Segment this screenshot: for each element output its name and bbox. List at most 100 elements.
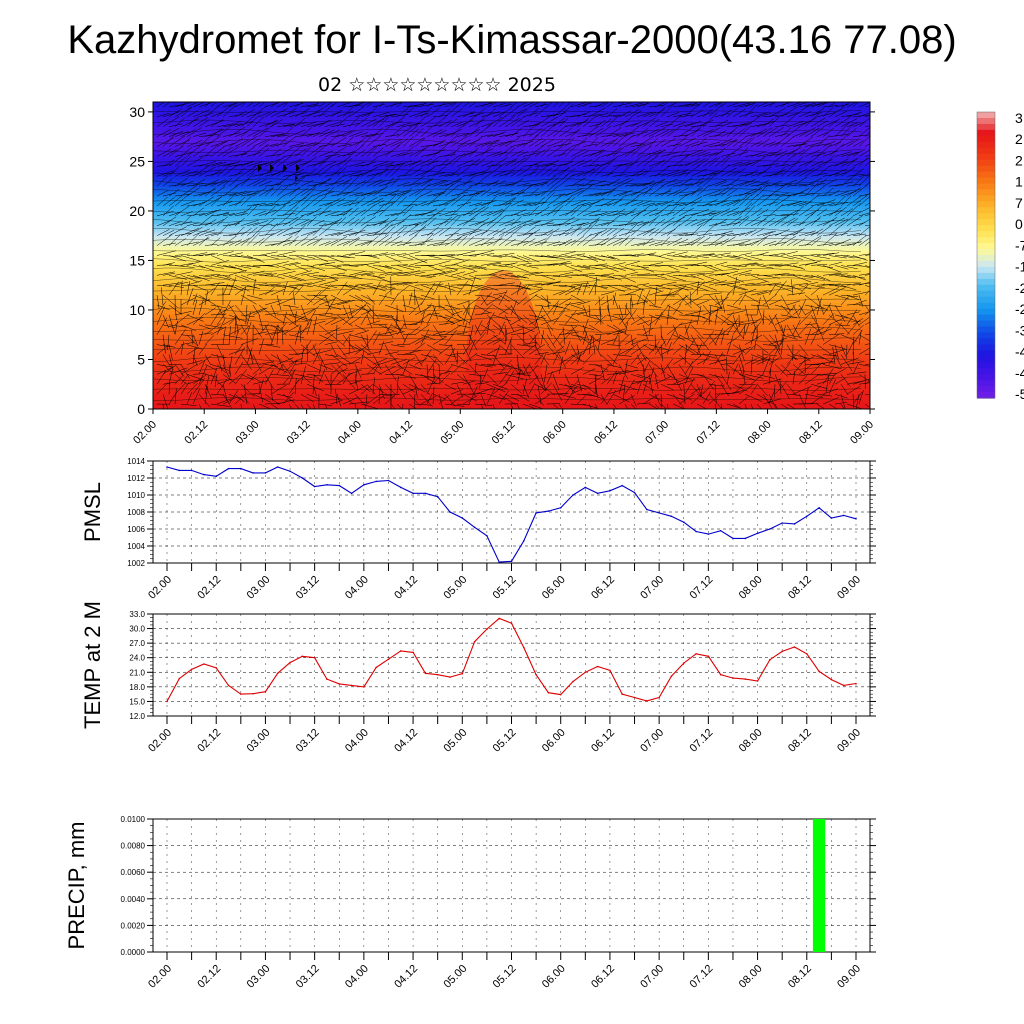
wind-barbs — [156, 102, 870, 409]
colorbar-swatch — [977, 213, 995, 220]
wind-barb — [564, 265, 583, 273]
wind-barb — [852, 255, 868, 261]
wind-barb — [858, 273, 870, 276]
wind-barb — [708, 179, 727, 187]
wind-barb — [678, 393, 693, 401]
wind-barb — [486, 314, 502, 328]
wind-barb — [666, 112, 680, 118]
isoline — [153, 238, 862, 244]
wind-barb — [552, 403, 560, 409]
wind-barb — [774, 381, 788, 395]
wind-barb — [606, 238, 623, 246]
wind-barb — [546, 351, 566, 355]
wind-barb — [510, 199, 524, 207]
wind-barb — [774, 344, 783, 359]
wind-barb — [558, 102, 565, 108]
wind-barb — [354, 324, 367, 332]
wind-barb — [222, 384, 228, 403]
wind-barb — [204, 323, 221, 335]
wind-barb — [774, 214, 791, 226]
wind-barb — [390, 367, 402, 375]
wind-barb — [192, 293, 198, 306]
wind-barb — [474, 125, 491, 137]
wind-barb — [360, 344, 372, 353]
wind-barb — [822, 364, 842, 370]
wind-barb — [768, 149, 783, 157]
wind-barb — [222, 396, 238, 405]
wind-barb — [756, 180, 770, 187]
wind-barb — [540, 352, 547, 365]
temperature-band — [153, 279, 870, 284]
wind-barb — [336, 372, 353, 385]
wind-barb — [696, 334, 709, 350]
wind-barb — [816, 102, 830, 108]
wind-barb — [852, 314, 860, 327]
wind-barb — [798, 344, 809, 357]
wind-barb — [240, 294, 257, 305]
wind-barb — [294, 311, 297, 325]
wind-barb — [810, 327, 825, 335]
colorbar-label: -3 — [1015, 322, 1024, 338]
wind-barb — [156, 175, 169, 187]
wind-barb — [780, 217, 796, 227]
wind-barb — [666, 374, 680, 382]
wind-barb — [528, 272, 544, 276]
wind-barb — [768, 195, 782, 207]
wind-barb — [702, 331, 715, 345]
wind-barb — [300, 344, 316, 357]
wind-barb — [780, 127, 792, 137]
wind-pennant — [258, 164, 262, 172]
wind-barb — [588, 107, 606, 118]
wind-barb — [354, 344, 371, 356]
wind-barb — [558, 128, 572, 137]
wind-barb — [162, 159, 175, 167]
wind-barb — [618, 275, 636, 283]
wind-barb — [438, 198, 456, 207]
wind-barb — [486, 229, 499, 236]
wind-barb — [198, 253, 215, 256]
wind-barb — [396, 160, 412, 167]
wind-barb — [264, 143, 279, 147]
wind-barb — [180, 363, 199, 375]
wind-barb — [318, 369, 326, 385]
wind-barb — [276, 123, 295, 128]
wind-barb — [462, 213, 479, 226]
wind-barb — [858, 117, 870, 127]
wind-barb — [264, 158, 281, 167]
wind-barb — [264, 273, 277, 276]
wind-barb — [690, 219, 706, 227]
wind-barb — [216, 265, 237, 269]
wind-barb — [858, 330, 862, 345]
wind-barb — [540, 124, 556, 137]
wind-barb — [666, 327, 677, 345]
wind-barb — [281, 326, 284, 345]
wind-barb — [546, 371, 553, 385]
wind-barb — [198, 134, 212, 147]
wind-barb — [438, 314, 455, 325]
wind-barb — [306, 107, 325, 118]
wind-barb — [648, 341, 660, 355]
wind-barb — [258, 233, 275, 236]
wind-barb — [702, 374, 715, 391]
y-axis-label: PMSL — [80, 482, 105, 542]
wind-barb — [660, 155, 675, 167]
temperature-band — [153, 393, 870, 398]
wind-barb — [858, 253, 870, 256]
wind-barb — [174, 364, 185, 377]
wind-barb — [504, 314, 515, 333]
wind-barb — [198, 113, 213, 118]
colorbar-frame — [976, 111, 996, 399]
data-point — [436, 673, 439, 676]
wind-barb — [768, 127, 785, 137]
wind-barb — [540, 282, 560, 286]
wind-barb — [408, 374, 420, 391]
wind-barb — [204, 290, 209, 306]
wind-barb — [504, 132, 519, 137]
wind-barb — [378, 139, 391, 147]
wind-barb — [498, 282, 515, 286]
wind-barb — [390, 293, 399, 306]
wind-barb — [408, 403, 418, 409]
wind-barb — [642, 294, 658, 308]
wind-barb — [252, 171, 273, 177]
wind-barb — [714, 296, 729, 306]
